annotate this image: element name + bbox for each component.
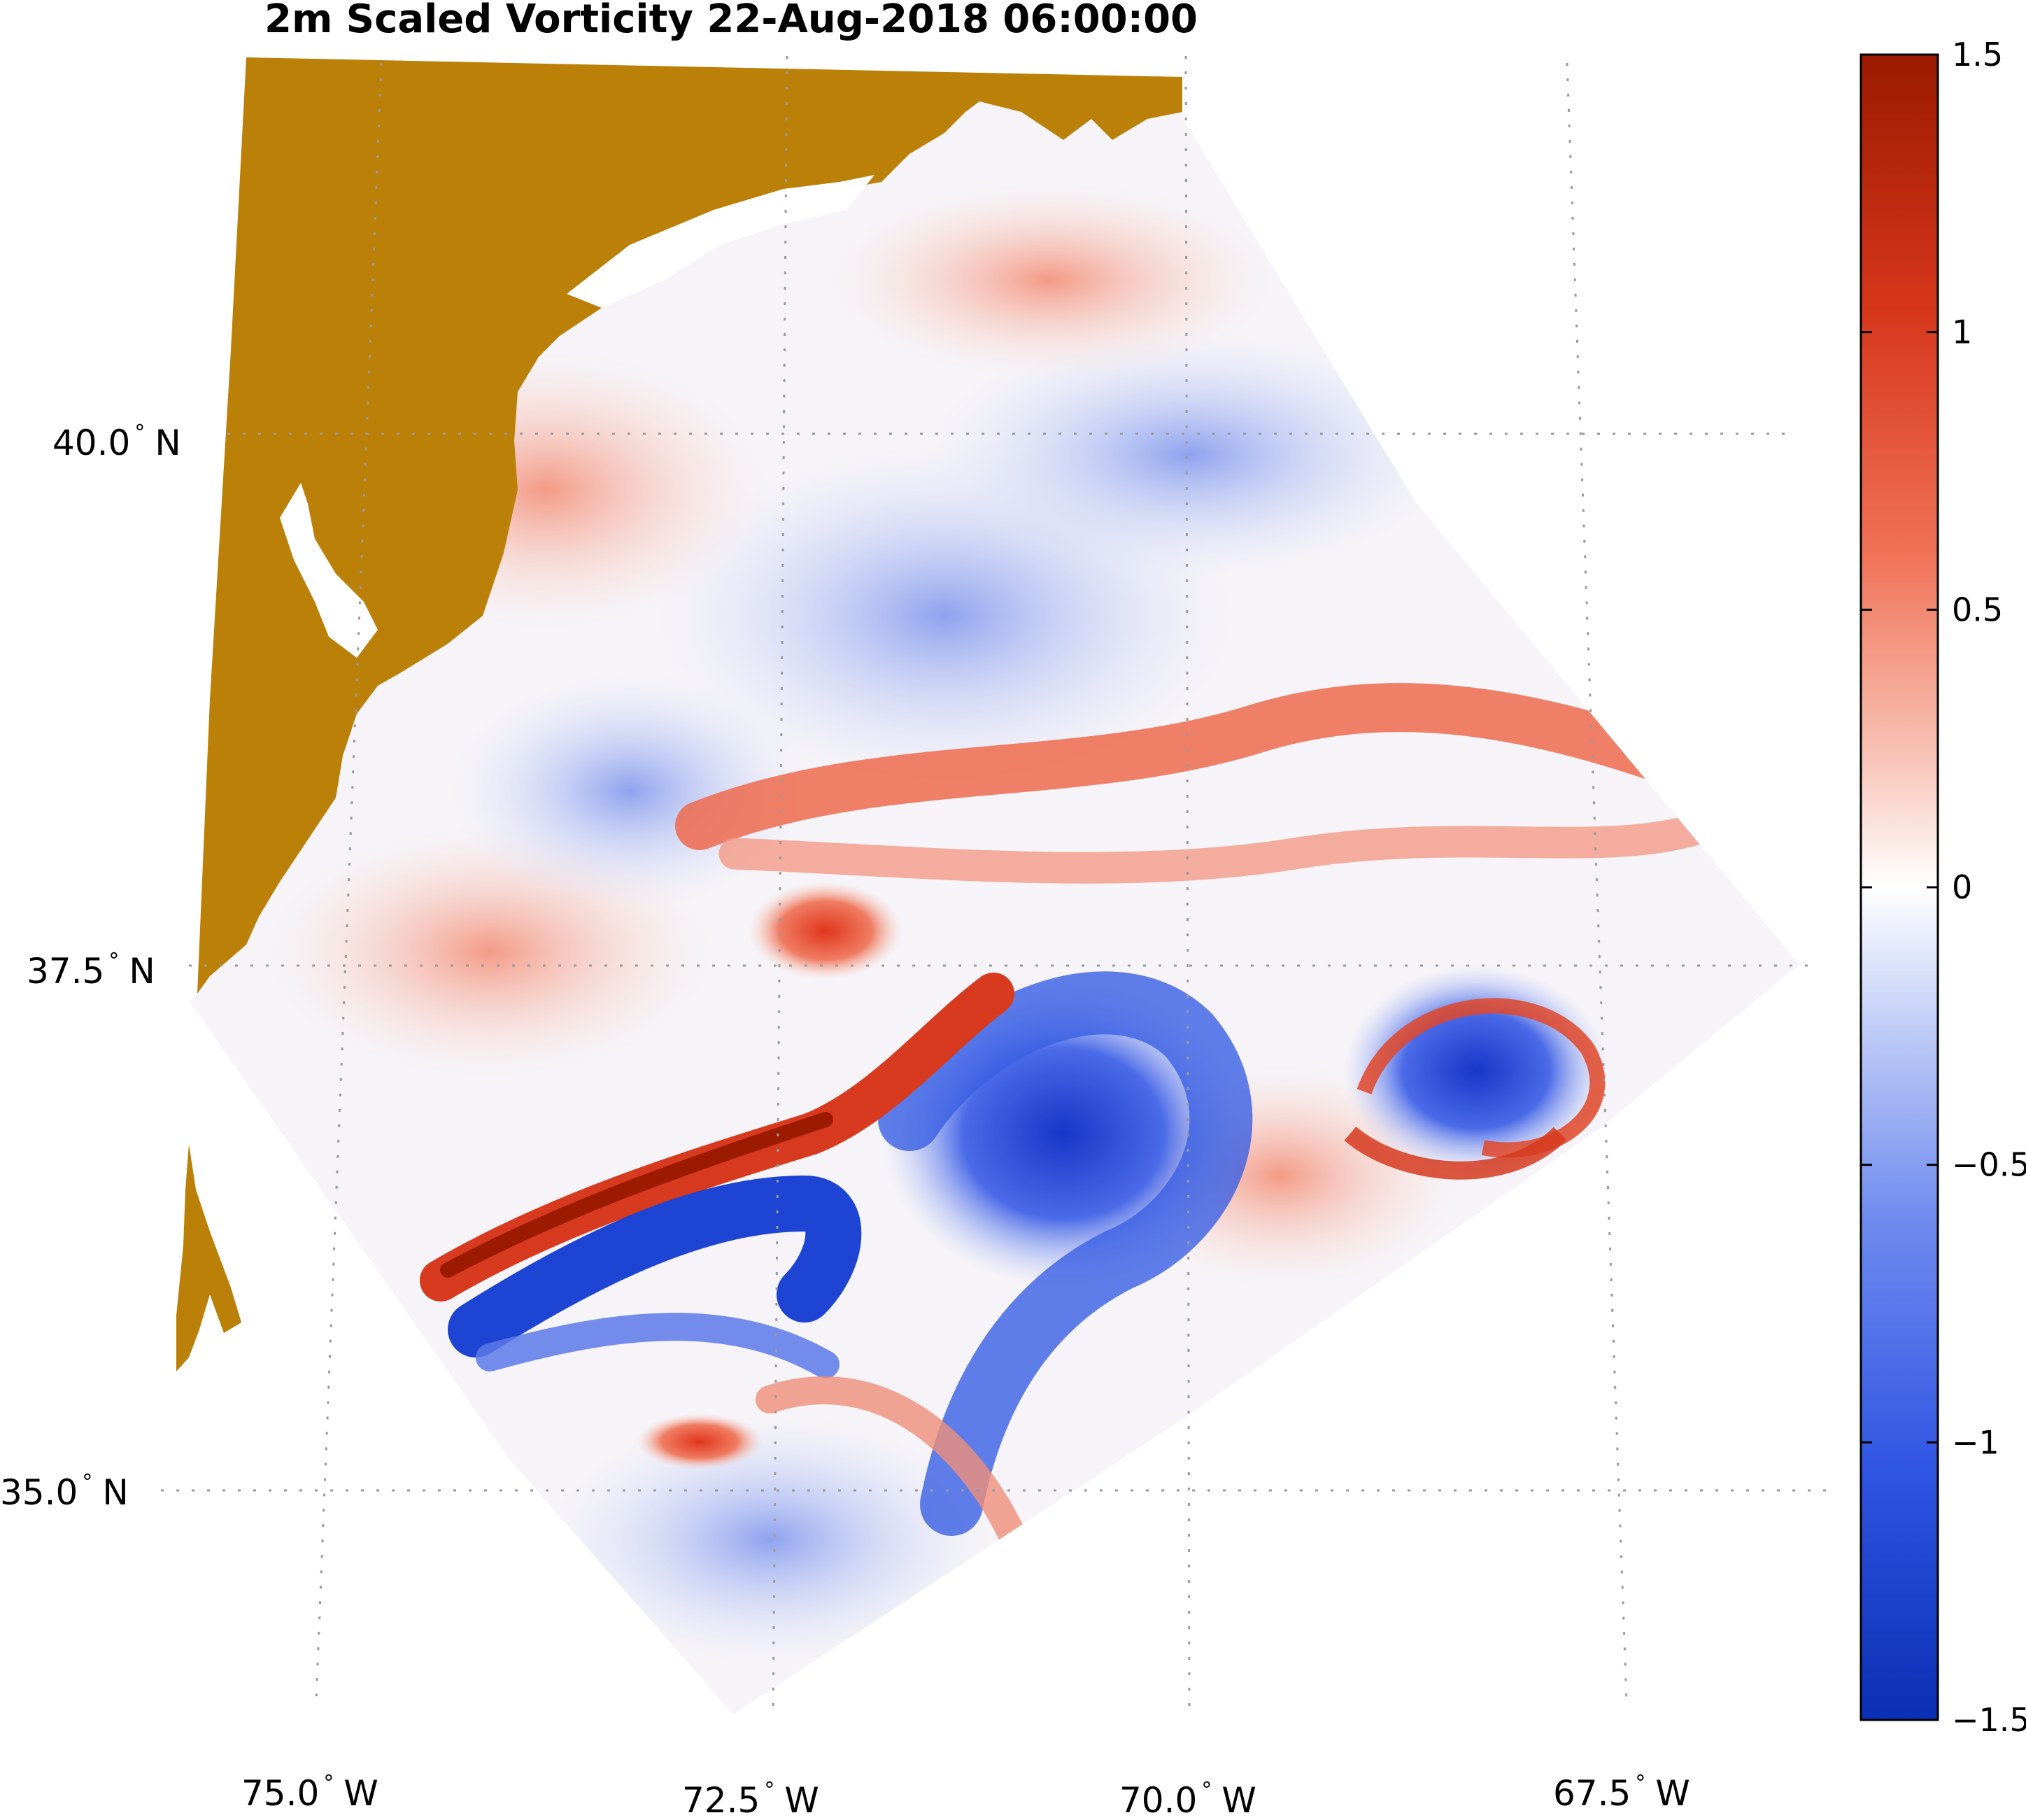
southern-negative-patch — [546, 1413, 993, 1665]
colorbar-gradient — [1859, 53, 1939, 1721]
lat-label-35: 35.0 ° N — [0, 1470, 129, 1513]
southern-negative-filament — [476, 1313, 840, 1378]
land — [176, 57, 1182, 1371]
lon-label-75: 75.0 ° W — [241, 1771, 378, 1814]
colorbar-tick-label: −1.5 — [1952, 1701, 2026, 1739]
southern-positive-blob — [637, 1413, 763, 1469]
long-island — [567, 175, 874, 308]
colorbar-tick-label: −1 — [1952, 1423, 1999, 1461]
longitude-labels: 75.0 ° W 72.5 ° W 70.0 ° W 67.5 ° W — [241, 1771, 1690, 1820]
figure-title: 2m Scaled Vorticity 22-Aug-2018 06:00:00 — [264, 0, 1198, 42]
colorbar-tick-label: 1.5 — [1952, 36, 2003, 73]
colorbar-tick-label: 0.5 — [1952, 591, 2003, 628]
lon-label-70: 70.0 ° W — [1119, 1778, 1256, 1820]
northern-positive-filament — [675, 683, 1717, 850]
lat-label-37-5: 37.5 ° N — [27, 949, 155, 992]
lat-label-40: 40.0 ° N — [52, 421, 181, 463]
anticyclonic-eddy-arm — [878, 971, 1253, 1536]
spiral-eddy-arm-2 — [1344, 1126, 1567, 1180]
colorbar-tick-label: 1 — [1952, 313, 1972, 351]
colorbar-tick-label: −0.5 — [1952, 1146, 2026, 1184]
delaware-bay — [280, 483, 378, 658]
positive-eddy — [749, 882, 902, 980]
mainland-us — [197, 57, 1182, 994]
graticule — [161, 55, 1833, 1715]
northern-positive-filament-2 — [718, 810, 1723, 884]
colorbar: 1.5 1 0.5 0 −0.5 −1 −1.5 — [1859, 36, 2026, 1739]
slope-negative-patch — [923, 329, 1455, 581]
southern-positive-filament — [756, 1376, 1028, 1553]
delmarva-outer-banks — [176, 1144, 241, 1371]
colorbar-ticks: 1.5 1 0.5 0 −0.5 −1 −1.5 — [1861, 36, 2026, 1739]
colorbar-tick-label: 0 — [1952, 868, 1972, 906]
gulf-stream-jet-core — [440, 1112, 833, 1278]
latitude-labels: 40.0 ° N 37.5 ° N 35.0 ° N — [0, 421, 181, 1513]
lon-label-72-5: 72.5 ° W — [682, 1778, 819, 1820]
gulf-stream-jet-negative — [448, 1175, 862, 1357]
northern-positive-patch — [826, 182, 1273, 378]
lon-label-67-5: 67.5 ° W — [1553, 1771, 1690, 1814]
